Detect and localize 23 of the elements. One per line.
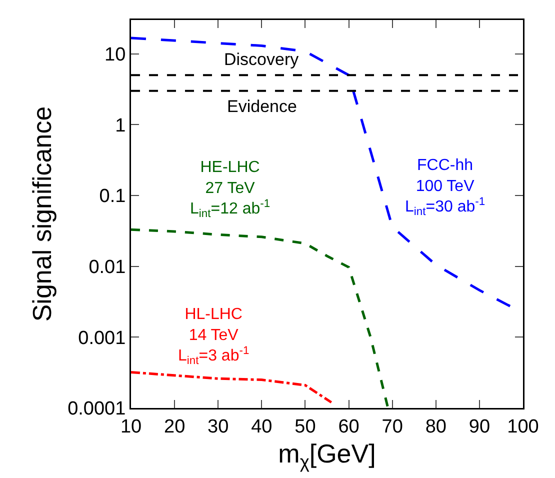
- x-tick-label: 70: [382, 416, 403, 438]
- ref-line-label: Discovery: [224, 50, 300, 69]
- x-axis-title: m$_{χ}$[GeV]: [278, 438, 376, 472]
- x-tick-label: 80: [425, 416, 446, 438]
- series-label: FCC-hh 100 TeV L$_{int}$=30 ab$^{-1}$: [405, 157, 486, 218]
- x-tick-label: 50: [294, 416, 316, 438]
- y-tick-label: 0.01: [88, 256, 126, 278]
- x-tick-label: 100: [507, 416, 539, 438]
- line-series: [131, 228, 390, 408]
- x-tick-label: 20: [164, 416, 186, 438]
- x-tick-label: 60: [338, 416, 360, 438]
- x-tick-label: 90: [468, 416, 490, 438]
- x-tick-label: 40: [251, 416, 272, 438]
- ref-line-label: Evidence: [227, 97, 297, 116]
- series-label: HL-LHC 14 TeV L$_{int}$=3 ab$^{-1}$: [178, 306, 250, 367]
- series-label: HE-LHC 27 TeV L$_{int}$=12 ab$^{-1}$: [190, 159, 270, 220]
- y-tick-label: 10: [104, 44, 126, 66]
- line-series: [131, 370, 333, 404]
- y-tick-label: 1: [115, 115, 126, 136]
- x-tick-label: 30: [208, 416, 229, 438]
- y-axis-title: Signal significance: [27, 106, 58, 322]
- y-tick-label: 0.1: [99, 186, 126, 208]
- y-tick-label: 0.001: [78, 328, 126, 349]
